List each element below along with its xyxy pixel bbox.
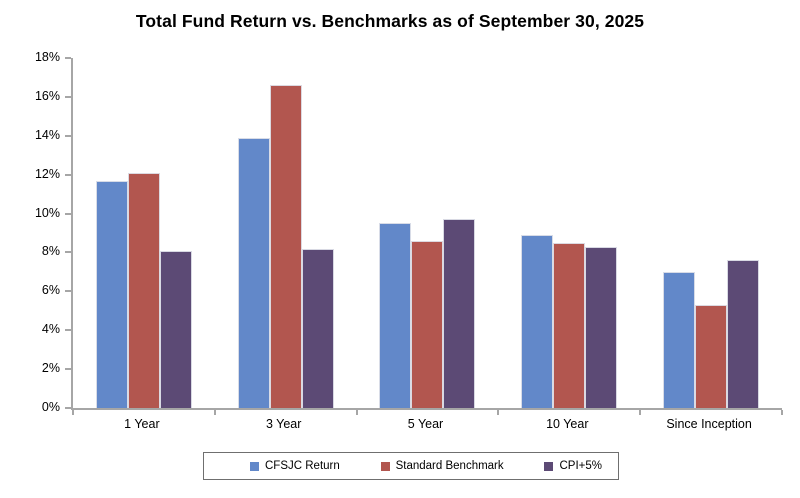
bar: [159, 250, 192, 408]
bar: [301, 248, 334, 408]
y-tick-mark: [65, 368, 71, 371]
x-tick-mark: [497, 410, 500, 415]
category-group: [215, 58, 357, 408]
x-category-label: 5 Year: [407, 417, 444, 431]
y-tick-mark: [65, 95, 71, 98]
bar: [727, 260, 760, 408]
y-tick-mark: [65, 57, 71, 59]
bar: [663, 271, 696, 408]
x-category-label: Since Inception: [666, 417, 752, 431]
y-tick-label: 2%: [41, 361, 60, 376]
bar: [443, 219, 476, 408]
legend-swatch: [544, 461, 554, 471]
legend-label: Standard Benchmark: [395, 460, 504, 472]
y-tick-label: 6%: [41, 283, 60, 298]
y-tick-label: 4%: [41, 322, 60, 337]
y-tick-label: 10%: [34, 205, 60, 220]
y-axis-labels: 0% 2% 4% 6% 8% 10% 12% 14% 16% 18%: [0, 50, 60, 414]
chart-title: Total Fund Return vs. Benchmarks as of S…: [135, 11, 645, 31]
x-category-label: 10 Year: [546, 417, 589, 431]
bar: [95, 180, 128, 408]
y-tick-mark: [65, 212, 71, 215]
y-tick-label: 0%: [41, 400, 60, 414]
plot-area: [65, 57, 783, 415]
y-tick-mark: [65, 173, 71, 176]
x-tick-mark: [72, 410, 74, 415]
y-tick-label: 12%: [34, 166, 60, 181]
y-tick-label: 8%: [41, 244, 60, 259]
bar: [695, 304, 728, 408]
legend-swatch: [380, 461, 390, 471]
x-tick-mark: [639, 410, 642, 415]
bar: [237, 137, 270, 408]
y-tick-label: 18%: [34, 50, 60, 64]
bar: [127, 172, 160, 408]
bar: [553, 242, 586, 408]
bar: [379, 223, 412, 408]
legend-item: CFSJC Return: [250, 460, 340, 472]
bar: [585, 246, 618, 408]
bar: [269, 85, 302, 408]
category-group: [498, 58, 640, 408]
y-tick-mark: [65, 251, 71, 254]
x-category-label: 1 Year: [124, 417, 160, 431]
x-tick-mark: [781, 410, 783, 415]
category-group: [640, 58, 782, 408]
legend-item: Standard Benchmark: [380, 460, 504, 472]
category-group: [357, 58, 499, 408]
category-group: [73, 58, 215, 408]
legend: CFSJC Return Standard Benchmark CPI+5%: [203, 452, 619, 480]
x-tick-mark: [213, 410, 216, 415]
bar: [411, 240, 444, 408]
y-tick-mark: [65, 134, 71, 137]
y-tick-label: 16%: [34, 88, 60, 103]
x-category-label: 3 Year: [265, 417, 302, 431]
y-tick-label: 14%: [34, 127, 60, 142]
y-tick-mark: [65, 290, 71, 293]
bar: [521, 234, 554, 408]
legend-item: CPI+5%: [544, 460, 602, 472]
legend-label: CPI+5%: [559, 460, 602, 472]
x-tick-mark: [355, 410, 358, 415]
legend-swatch: [250, 461, 259, 471]
legend-label: CFSJC Return: [265, 460, 340, 472]
y-tick-mark: [65, 407, 71, 409]
x-axis-labels: 1 Year 3 Year 5 Year 10 Year Since Inception: [71, 417, 780, 437]
y-tick-mark: [65, 329, 71, 332]
